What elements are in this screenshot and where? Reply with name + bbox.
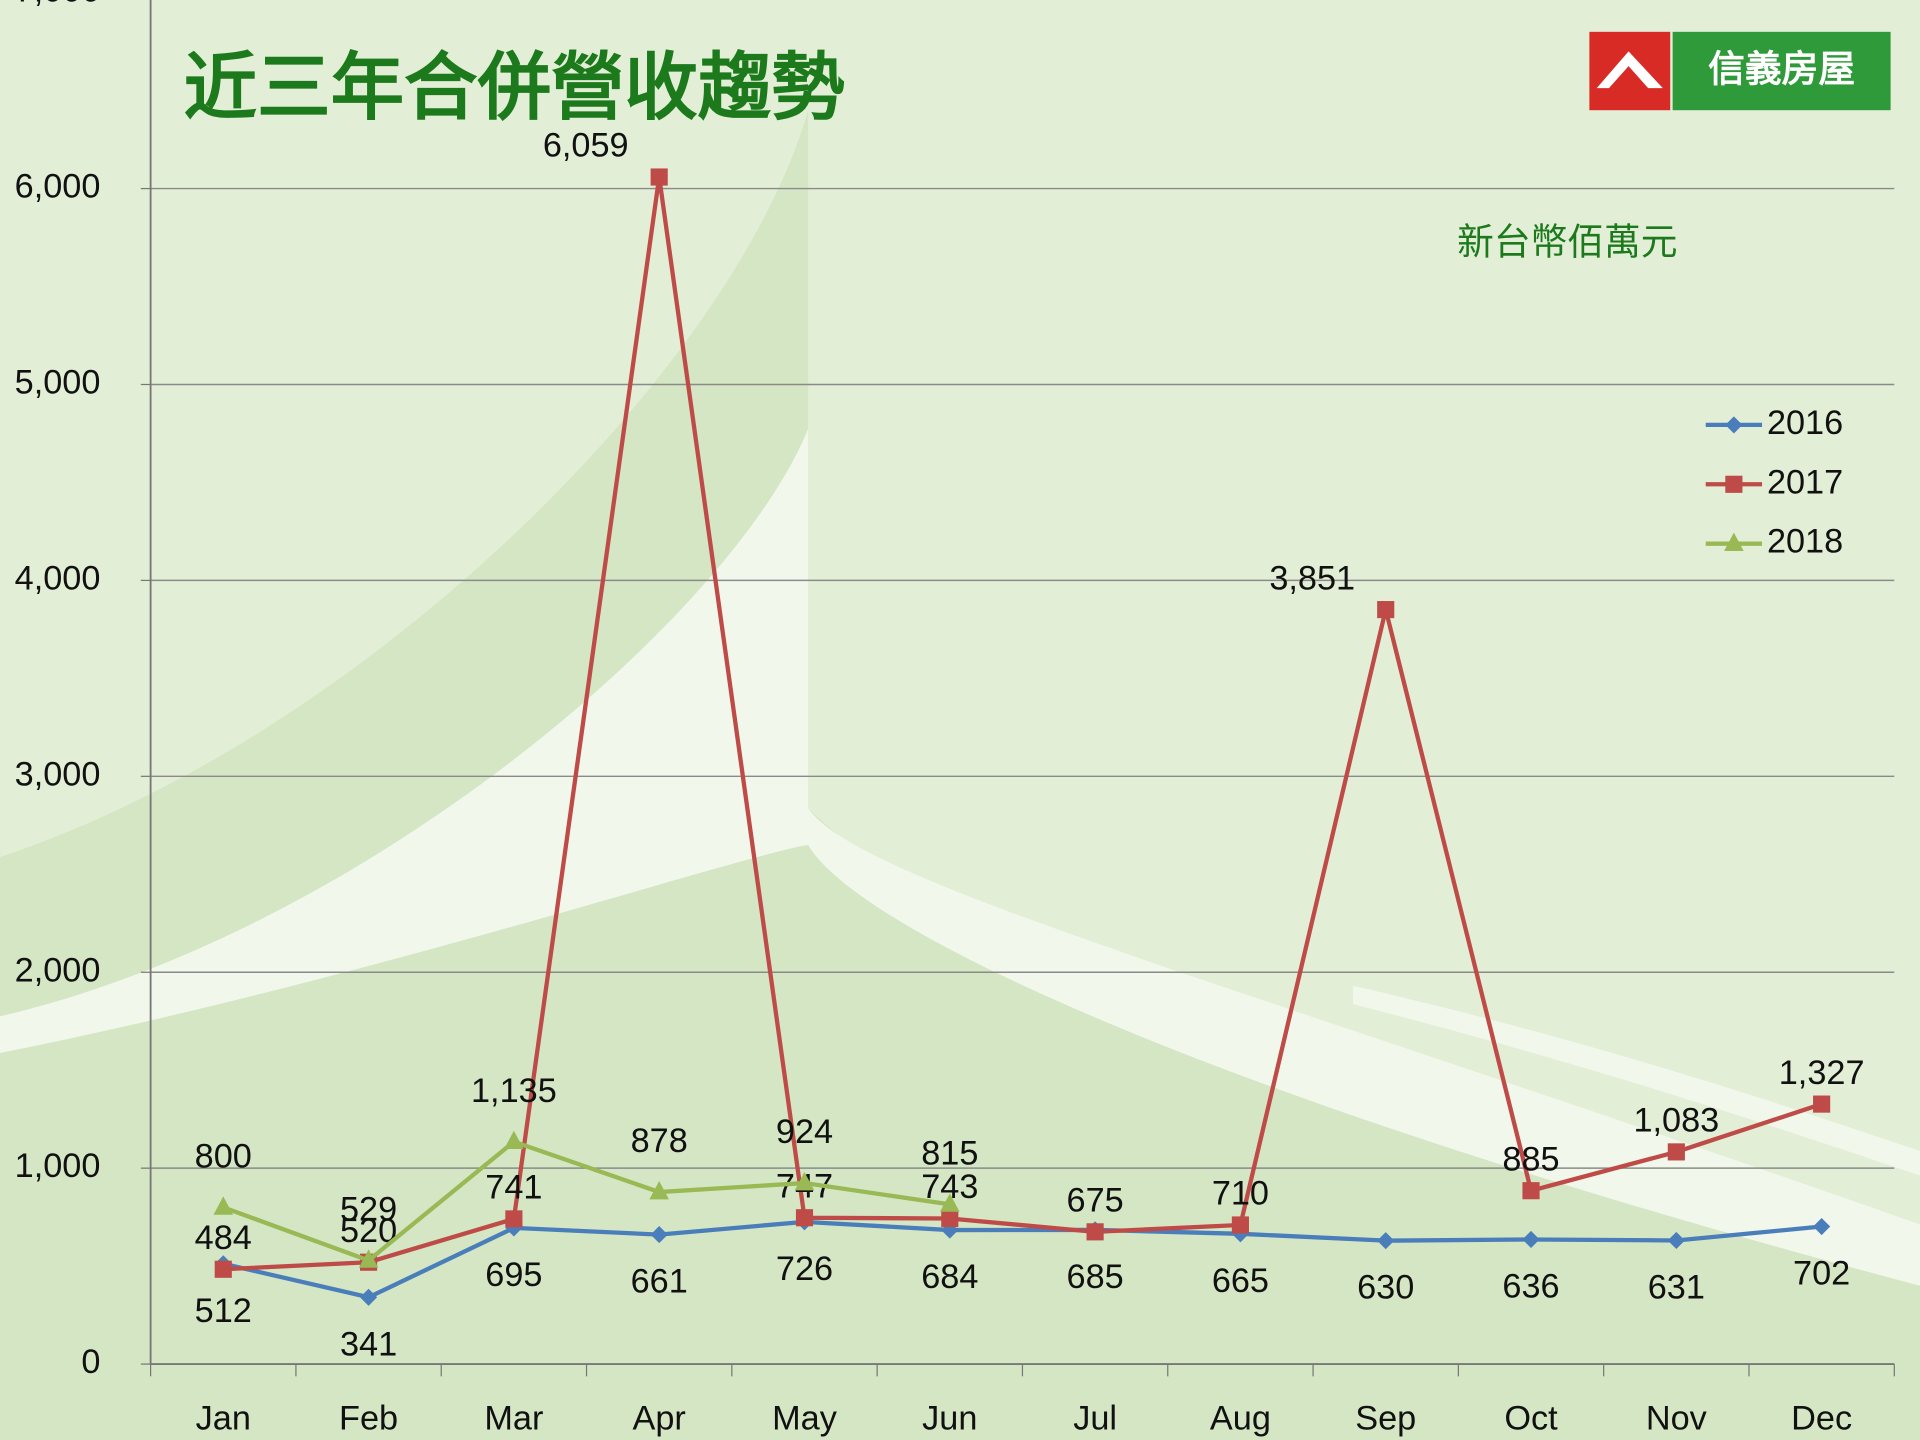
- data-point: [358, 1249, 379, 1268]
- legend-marker: [1725, 416, 1743, 434]
- y-tick-label: 1,000: [15, 1147, 101, 1185]
- data-label: 636: [1502, 1268, 1559, 1306]
- data-point: [1813, 1095, 1831, 1113]
- logo-text: 信義房屋: [1708, 48, 1855, 91]
- y-tick-label: 2,000: [15, 951, 101, 989]
- data-label: 800: [195, 1137, 252, 1175]
- data-label: 685: [1067, 1258, 1124, 1296]
- series-line: [222, 1139, 951, 1263]
- bg-swoosh: [1353, 985, 1920, 1176]
- x-tick-label: Jun: [922, 1399, 977, 1437]
- y-tick-label: 5,000: [15, 364, 101, 402]
- logo-box: [1672, 31, 1891, 111]
- data-point: [1522, 1230, 1540, 1249]
- data-label: 665: [1212, 1262, 1269, 1300]
- chart-title: 近三年合併營收趨勢: [184, 45, 845, 131]
- data-label: 661: [631, 1263, 688, 1301]
- legend-marker: [1724, 532, 1744, 552]
- x-tick-label: Dec: [1791, 1399, 1852, 1437]
- data-point: [649, 1181, 669, 1200]
- data-label: 3,851: [1269, 559, 1355, 597]
- data-point: [214, 1260, 232, 1278]
- legend-label: 2018: [1767, 523, 1843, 561]
- data-label: 710: [1212, 1175, 1269, 1213]
- data-label: 695: [485, 1256, 542, 1294]
- x-tick-label: Sep: [1355, 1399, 1416, 1437]
- data-point: [941, 1209, 959, 1228]
- data-point: [650, 1226, 668, 1244]
- data-label: 1,327: [1779, 1054, 1865, 1092]
- data-point: [1377, 1232, 1395, 1250]
- data-label: 878: [631, 1122, 688, 1160]
- logo: 信義房屋: [1589, 31, 1891, 111]
- data-point: [650, 168, 668, 186]
- series-line: [223, 176, 1823, 1272]
- x-tick-label: Nov: [1646, 1399, 1708, 1437]
- data-label: 1,083: [1633, 1102, 1719, 1140]
- x-tick-label: Jan: [196, 1399, 251, 1437]
- data-label: 341: [340, 1325, 397, 1363]
- y-tick-label: 7,000: [15, 0, 101, 10]
- data-label: 815: [921, 1134, 978, 1172]
- data-label: 885: [1502, 1140, 1559, 1178]
- series-line: [222, 1219, 1822, 1300]
- data-label: 512: [195, 1292, 252, 1330]
- x-tick-label: Mar: [484, 1399, 543, 1437]
- y-tick-label: 4,000: [15, 559, 101, 597]
- unit-label: 新台幣佰萬元: [1457, 220, 1677, 263]
- data-label: 529: [340, 1191, 397, 1229]
- data-label: 675: [1067, 1182, 1124, 1220]
- y-tick-label: 0: [81, 1343, 100, 1381]
- legend-marker: [1725, 475, 1743, 493]
- data-point: [1813, 1217, 1831, 1236]
- data-label: 484: [195, 1219, 252, 1257]
- data-point: [1522, 1182, 1540, 1200]
- x-tick-label: Aug: [1210, 1399, 1271, 1437]
- x-tick-label: Jul: [1073, 1399, 1117, 1437]
- data-label: 6,059: [543, 127, 629, 165]
- legend-label: 2017: [1767, 463, 1843, 501]
- data-label: 684: [921, 1258, 978, 1296]
- data-point: [1377, 601, 1395, 619]
- data-label: 924: [776, 1113, 833, 1151]
- x-tick-label: Feb: [339, 1399, 398, 1437]
- data-point: [795, 1209, 814, 1227]
- data-point: [940, 1193, 960, 1212]
- data-label: 741: [485, 1169, 542, 1207]
- x-tick-label: May: [772, 1399, 838, 1437]
- y-tick-label: 3,000: [15, 755, 101, 793]
- data-point: [213, 1196, 234, 1215]
- logo-roof: [1596, 51, 1663, 89]
- data-point: [1231, 1216, 1249, 1234]
- data-label: 726: [776, 1250, 833, 1288]
- data-label: 1,135: [471, 1072, 557, 1110]
- data-label: 630: [1357, 1269, 1414, 1307]
- y-tick-label: 6,000: [15, 168, 101, 206]
- data-label: 702: [1793, 1255, 1850, 1293]
- x-tick-label: Oct: [1504, 1399, 1558, 1437]
- x-tick-label: Apr: [633, 1399, 686, 1437]
- data-point: [505, 1210, 523, 1228]
- bg-swoosh: [0, 428, 1920, 1286]
- data-point: [1667, 1143, 1685, 1161]
- legend-label: 2016: [1767, 404, 1843, 442]
- logo-mark: [1589, 31, 1671, 111]
- data-point: [1086, 1223, 1104, 1241]
- data-point: [504, 1130, 524, 1150]
- data-label: 631: [1648, 1268, 1705, 1306]
- data-point: [360, 1288, 378, 1306]
- data-point: [794, 1172, 815, 1191]
